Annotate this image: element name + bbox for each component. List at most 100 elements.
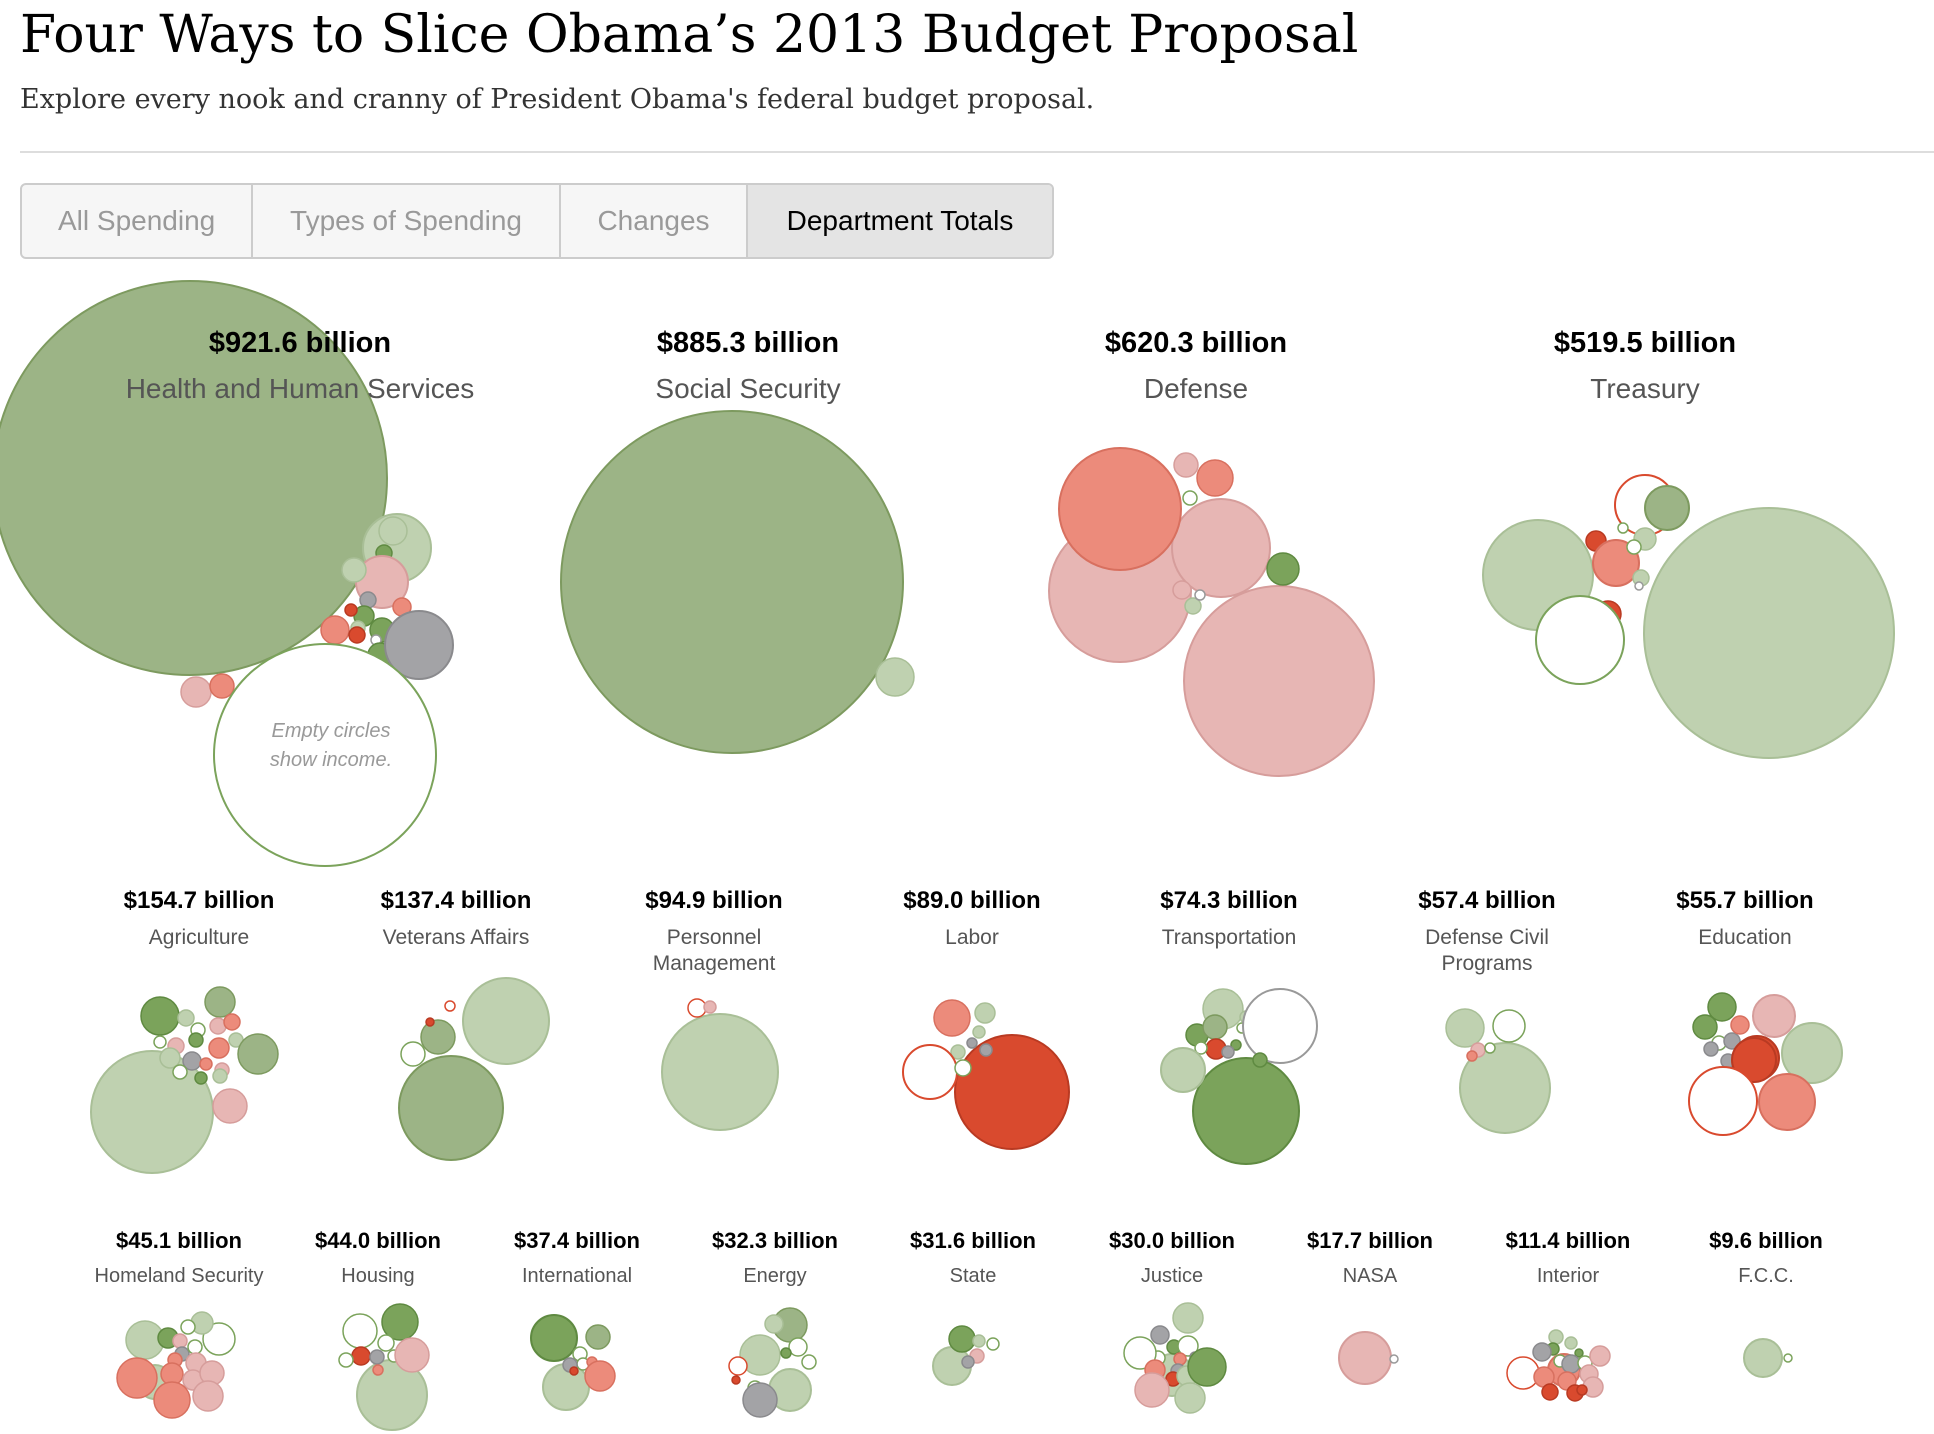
state-bubble[interactable] [961, 1355, 975, 1369]
treasury-bubble[interactable] [1592, 539, 1640, 587]
state-bubble[interactable] [986, 1337, 1000, 1351]
justice-bubble[interactable] [1173, 1352, 1187, 1366]
social-security-bubble[interactable] [875, 657, 915, 697]
education-bubble[interactable] [1781, 1022, 1843, 1084]
defense-bubble[interactable] [1058, 447, 1182, 571]
housing-bubble[interactable] [351, 1346, 371, 1366]
agriculture-bubble[interactable] [194, 1071, 208, 1085]
treasury-bubble[interactable] [1643, 507, 1895, 759]
tab-department-totals[interactable]: Department Totals [748, 185, 1052, 257]
f-c-c-bubble[interactable] [1783, 1353, 1793, 1363]
labor-bubble[interactable] [950, 1044, 966, 1060]
education-bubble[interactable] [1723, 1032, 1741, 1050]
homeland-security-bubble[interactable] [187, 1339, 203, 1355]
transportation-bubble[interactable] [1194, 1041, 1208, 1055]
education-bubble[interactable] [1731, 1037, 1777, 1083]
energy-bubble[interactable] [764, 1314, 784, 1334]
defense-civil-programs-bubble[interactable] [1484, 1042, 1496, 1054]
energy-bubble[interactable] [801, 1354, 817, 1370]
agriculture-bubble[interactable] [153, 1035, 167, 1049]
housing-bubble[interactable] [381, 1303, 419, 1341]
homeland-security-bubble[interactable] [192, 1380, 224, 1412]
defense-civil-programs-bubble[interactable] [1466, 1050, 1478, 1062]
nasa-bubble[interactable] [1338, 1331, 1392, 1385]
veterans-affairs-bubble[interactable] [420, 1019, 456, 1055]
education-bubble[interactable] [1730, 1015, 1750, 1035]
labor-bubble[interactable] [979, 1043, 993, 1057]
energy-bubble[interactable] [728, 1356, 748, 1376]
justice-bubble[interactable] [1123, 1336, 1157, 1370]
treasury-bubble[interactable] [1634, 581, 1644, 591]
agriculture-bubble[interactable] [177, 1009, 195, 1027]
defense-bubble[interactable] [1182, 490, 1198, 506]
labor-bubble[interactable] [974, 1002, 996, 1024]
homeland-security-bubble[interactable] [172, 1333, 188, 1349]
defense-bubble[interactable] [1171, 498, 1271, 598]
agriculture-bubble[interactable] [172, 1064, 188, 1080]
justice-bubble[interactable] [1172, 1302, 1204, 1334]
international-bubble[interactable] [569, 1366, 579, 1376]
housing-bubble[interactable] [369, 1349, 385, 1365]
health-and-human-services-bubble[interactable] [180, 676, 212, 708]
justice-bubble[interactable] [1134, 1372, 1170, 1408]
treasury-bubble[interactable] [1617, 522, 1629, 534]
energy-bubble[interactable] [731, 1375, 741, 1385]
justice-bubble[interactable] [1174, 1382, 1206, 1414]
interior-bubble[interactable] [1589, 1345, 1611, 1367]
international-bubble[interactable] [585, 1324, 611, 1350]
state-bubble[interactable] [948, 1325, 976, 1353]
veterans-affairs-bubble[interactable] [400, 1041, 426, 1067]
justice-bubble[interactable] [1150, 1325, 1170, 1345]
education-bubble[interactable] [1688, 1066, 1758, 1136]
labor-bubble[interactable] [933, 999, 971, 1037]
homeland-security-bubble[interactable] [153, 1381, 191, 1419]
defense-bubble[interactable] [1266, 552, 1300, 586]
tab-types-of-spending[interactable]: Types of Spending [253, 185, 561, 257]
interior-bubble[interactable] [1564, 1336, 1578, 1350]
defense-bubble[interactable] [1194, 589, 1206, 601]
agriculture-bubble[interactable] [159, 1047, 181, 1069]
defense-bubble[interactable] [1183, 585, 1375, 777]
agriculture-bubble[interactable] [212, 1088, 248, 1124]
defense-civil-programs-bubble[interactable] [1459, 1042, 1551, 1134]
education-bubble[interactable] [1692, 1014, 1718, 1040]
labor-bubble[interactable] [954, 1034, 1070, 1150]
transportation-bubble[interactable] [1242, 988, 1318, 1064]
justice-bubble[interactable] [1177, 1335, 1199, 1357]
housing-bubble[interactable] [394, 1337, 430, 1373]
treasury-bubble[interactable] [1535, 595, 1625, 685]
education-bubble[interactable] [1758, 1073, 1816, 1131]
housing-bubble[interactable] [377, 1334, 395, 1352]
housing-bubble[interactable] [342, 1313, 378, 1349]
health-and-human-services-bubble[interactable] [384, 610, 454, 680]
interior-bubble[interactable] [1548, 1329, 1564, 1345]
justice-bubble[interactable] [1187, 1347, 1227, 1387]
international-bubble[interactable] [530, 1314, 578, 1362]
defense-civil-programs-bubble[interactable] [1445, 1008, 1485, 1048]
agriculture-bubble[interactable] [237, 1033, 279, 1075]
energy-bubble[interactable] [742, 1382, 778, 1418]
labor-bubble[interactable] [966, 1037, 978, 1049]
agriculture-bubble[interactable] [90, 1050, 214, 1174]
agriculture-bubble[interactable] [223, 1013, 241, 1031]
energy-bubble[interactable] [780, 1347, 792, 1359]
defense-bubble[interactable] [1184, 597, 1202, 615]
tab-all-spending[interactable]: All Spending [22, 185, 253, 257]
tab-changes[interactable]: Changes [561, 185, 748, 257]
agriculture-bubble[interactable] [212, 1068, 228, 1084]
education-bubble[interactable] [1707, 992, 1737, 1022]
health-and-human-services-bubble[interactable] [344, 603, 358, 617]
defense-bubble[interactable] [1173, 452, 1199, 478]
health-and-human-services-bubble[interactable] [348, 626, 366, 644]
defense-civil-programs-bubble[interactable] [1492, 1009, 1526, 1043]
interior-bubble[interactable] [1541, 1383, 1559, 1401]
education-bubble[interactable] [1752, 994, 1796, 1038]
defense-bubble[interactable] [1196, 459, 1234, 497]
housing-bubble[interactable] [338, 1352, 354, 1368]
labor-bubble[interactable] [954, 1059, 972, 1077]
health-and-human-services-bubble[interactable] [213, 643, 437, 867]
health-and-human-services-bubble[interactable] [341, 557, 367, 583]
agriculture-bubble[interactable] [140, 996, 180, 1036]
agriculture-bubble[interactable] [188, 1032, 204, 1048]
personnel-management-bubble[interactable] [687, 998, 707, 1018]
